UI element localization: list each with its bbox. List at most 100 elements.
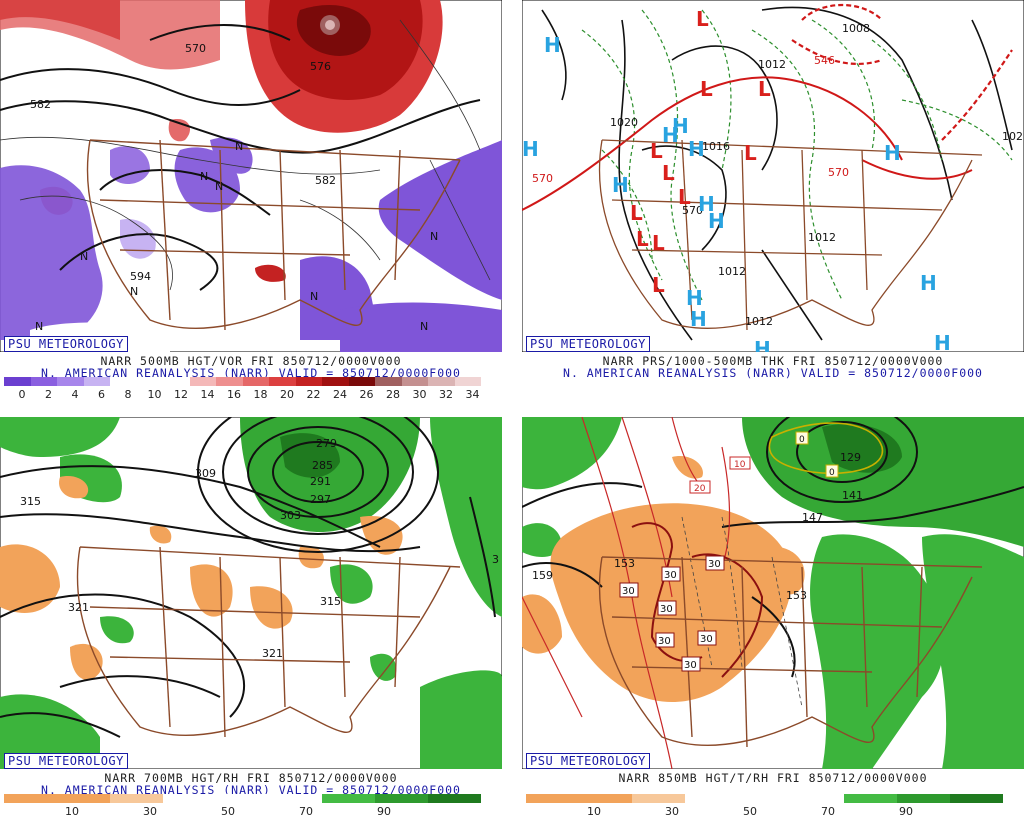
temperature-label-box: 30 (705, 555, 725, 571)
svg-text:30: 30 (660, 604, 673, 615)
contour-label: 3 (492, 553, 499, 566)
svg-text:30: 30 (658, 636, 671, 647)
high-pressure-marker: H (708, 209, 725, 233)
high-pressure-marker: H (612, 173, 629, 197)
temperature-label-box: 30 (697, 630, 717, 646)
panel-500mb-hgt-vor: 570 582 582 594 576 N N N N N N N N N PS… (0, 0, 502, 402)
colorbar-swatch (791, 794, 844, 803)
colorbar-swatch (632, 794, 685, 803)
temperature-label-box: 30 (681, 656, 701, 672)
colorbar-swatch (738, 794, 791, 803)
temperature-label-box: 30 (657, 600, 677, 616)
contour-label: 1016 (702, 140, 730, 153)
colorbar-swatch (844, 794, 897, 803)
contour-label: 1020 (610, 116, 638, 129)
colorbar-swatch (136, 377, 163, 386)
colorbar (4, 794, 481, 803)
vorticity-marker: N (235, 140, 243, 153)
colorbar-swatch (685, 794, 738, 803)
colorbar-swatch (57, 794, 110, 803)
map-title: NARR 850MB HGT/T/RH FRI 850712/0000V000 (618, 771, 928, 785)
colorbar-swatch (322, 794, 375, 803)
vorticity-marker: N (35, 320, 43, 333)
contour-label: 321 (68, 601, 89, 614)
colorbar-tick-label: 22 (306, 388, 321, 401)
map-subtitle: N. AMERICAN REANALYSIS (NARR) VALID = 85… (41, 783, 461, 797)
temperature-label-box: 10 (729, 456, 751, 470)
colorbar-tick-label: 8 (124, 388, 132, 401)
map-title: NARR PRS/1000-500MB THK FRI 850712/0000V… (602, 354, 944, 368)
colorbar-tick-label: 6 (98, 388, 105, 401)
contour-label: 279 (316, 437, 337, 450)
colorbar-tick-label: 30 (143, 805, 157, 818)
high-pressure-marker: H (662, 123, 679, 147)
colorbar-swatch (163, 794, 216, 803)
high-pressure-marker: H (672, 114, 689, 138)
svg-text:30: 30 (664, 570, 677, 581)
contour-label: 1012 (808, 231, 836, 244)
contour-label: 570 (532, 172, 553, 185)
colorbar-tick-label: 34 (465, 388, 480, 401)
svg-text:10: 10 (734, 460, 746, 470)
colorbar-ticks: 10 30 50 70 90 (526, 805, 1003, 819)
map-title: NARR 700MB HGT/RH FRI 850712/0000V000 (104, 771, 398, 785)
svg-text:0: 0 (829, 468, 835, 478)
colorbar-swatch (83, 377, 110, 386)
contour-label: 291 (310, 475, 331, 488)
contour-label: 153 (614, 557, 635, 570)
high-pressure-marker: H (698, 192, 715, 216)
psu-meteorology-badge: PSU METEOROLOGY (526, 753, 650, 769)
vorticity-marker: N (130, 285, 138, 298)
panel-850mb-hgt-t-rh: 159 153 153 147 141 129 10 20 30 30 30 3… (522, 417, 1024, 819)
contour-label: 129 (840, 451, 861, 464)
colorbar-swatch (401, 377, 428, 386)
colorbar-tick-label: 10 (587, 805, 601, 818)
svg-text:0: 0 (799, 435, 805, 445)
low-pressure-marker: L (678, 185, 691, 209)
colorbar-tick-label: 32 (439, 388, 453, 401)
colorbar-swatch (57, 377, 84, 386)
colorbar-tick-label: 2 (45, 388, 52, 401)
temperature-label-box: 0 (795, 431, 809, 445)
map-850mb-svg: 159 153 153 147 141 129 10 20 30 30 30 3… (522, 417, 1024, 769)
low-pressure-marker: L (652, 231, 665, 255)
contour-label: 570 (828, 166, 849, 179)
colorbar-swatch (454, 377, 481, 386)
contour-label: 102 (1002, 130, 1023, 143)
high-pressure-marker: H (934, 331, 951, 352)
vorticity-marker: N (215, 180, 223, 193)
psu-meteorology-badge: PSU METEOROLOGY (4, 753, 128, 769)
colorbar-tick-label: 26 (359, 388, 374, 401)
svg-text:30: 30 (708, 559, 721, 570)
high-pressure-marker: H (754, 337, 771, 352)
contour-label: 159 (532, 569, 553, 582)
contour-label: 582 (30, 98, 51, 111)
contour-label: 1012 (718, 265, 746, 278)
colorbar-tick-label: 10 (147, 388, 162, 401)
colorbar-tick-label: 30 (665, 805, 679, 818)
colorbar-swatch (375, 377, 402, 386)
colorbar-swatch (428, 794, 481, 803)
colorbar-tick-label: 0 (18, 388, 26, 401)
low-pressure-marker: L (652, 273, 665, 297)
low-pressure-marker: L (700, 77, 713, 101)
map-500mb-svg: 570 582 582 594 576 N N N N N N N N N (0, 0, 502, 352)
map-850mb: 159 153 153 147 141 129 10 20 30 30 30 3… (522, 417, 1024, 769)
temperature-label-box: 30 (655, 632, 675, 648)
colorbar-swatch (322, 377, 349, 386)
contour-label: 594 (130, 270, 151, 283)
contour-label: 303 (280, 509, 301, 522)
panel-pressure-thickness: 1020 1016 1012 1012 1012 1012 570 570 57… (522, 0, 1024, 402)
vorticity-marker: N (430, 230, 438, 243)
low-pressure-marker: L (758, 77, 771, 101)
colorbar-tick-label: 28 (386, 388, 400, 401)
colorbar-swatch (242, 377, 269, 386)
low-pressure-marker: L (650, 139, 663, 163)
map-title: NARR 500MB HGT/VOR FRI 850712/0000V000 (100, 354, 402, 368)
contour-label: 570 (682, 204, 703, 217)
contour-label: 309 (195, 467, 216, 480)
low-pressure-marker: L (636, 227, 649, 251)
colorbar-tick-label: 12 (174, 388, 188, 401)
contour-label: 546 (814, 54, 835, 67)
colorbar-swatch (163, 377, 190, 386)
